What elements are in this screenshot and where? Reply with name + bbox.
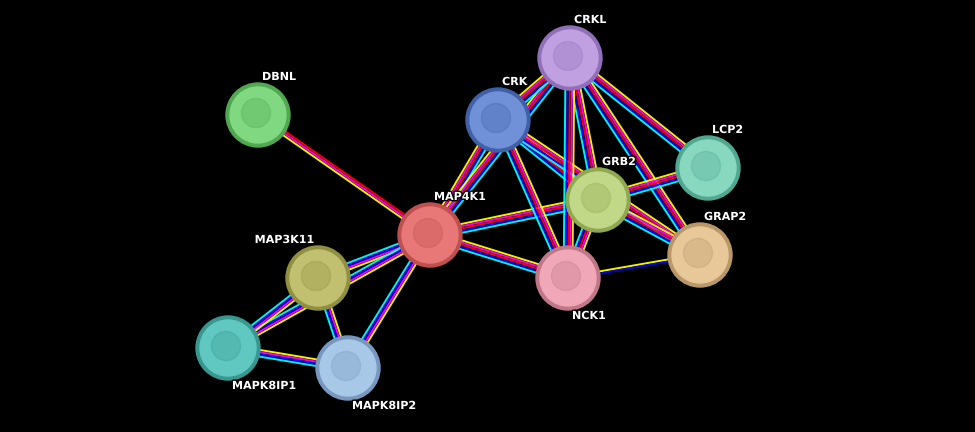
Circle shape	[332, 352, 361, 381]
Circle shape	[286, 246, 350, 310]
Circle shape	[242, 98, 270, 127]
Text: CRKL: CRKL	[574, 15, 606, 25]
Circle shape	[316, 336, 380, 400]
Text: MAP4K1: MAP4K1	[434, 192, 486, 202]
Circle shape	[672, 227, 728, 283]
Circle shape	[542, 30, 598, 86]
Circle shape	[683, 238, 713, 267]
Circle shape	[676, 136, 740, 200]
Circle shape	[668, 223, 732, 287]
Circle shape	[226, 83, 290, 147]
Circle shape	[536, 246, 600, 310]
Circle shape	[566, 168, 630, 232]
Text: LCP2: LCP2	[712, 125, 743, 135]
Circle shape	[540, 250, 596, 306]
Circle shape	[470, 92, 526, 148]
Circle shape	[212, 331, 241, 361]
Text: NCK1: NCK1	[572, 311, 605, 321]
Circle shape	[482, 103, 511, 133]
Circle shape	[290, 250, 346, 306]
Circle shape	[552, 261, 580, 291]
Text: CRK: CRK	[502, 77, 527, 87]
Circle shape	[554, 41, 582, 70]
Circle shape	[581, 184, 610, 213]
Circle shape	[200, 320, 256, 376]
Circle shape	[402, 207, 458, 263]
Circle shape	[413, 219, 443, 248]
Text: GRB2: GRB2	[602, 157, 636, 167]
Circle shape	[301, 261, 331, 291]
Text: MAPK8IP1: MAPK8IP1	[232, 381, 295, 391]
Text: DBNL: DBNL	[262, 72, 295, 82]
Circle shape	[230, 87, 286, 143]
Circle shape	[466, 88, 530, 152]
Circle shape	[538, 26, 602, 90]
Text: GRAP2: GRAP2	[704, 212, 746, 222]
Text: MAP3K11: MAP3K11	[254, 235, 314, 245]
Circle shape	[320, 340, 376, 396]
Text: MAPK8IP2: MAPK8IP2	[352, 401, 416, 411]
Circle shape	[398, 203, 462, 267]
Circle shape	[680, 140, 736, 196]
Circle shape	[570, 172, 626, 228]
Circle shape	[691, 152, 721, 181]
Circle shape	[196, 316, 260, 380]
